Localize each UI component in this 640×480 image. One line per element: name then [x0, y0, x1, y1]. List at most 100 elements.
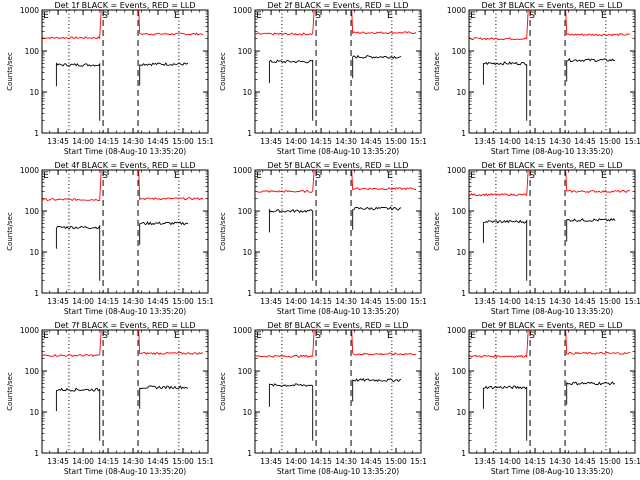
x-tick-label: 14:30 [335, 457, 357, 466]
x-tick-label: 13:45 [474, 297, 496, 306]
plot-frame [254, 9, 422, 134]
events-series-line [55, 387, 101, 441]
y-tick-label: 100 [452, 207, 467, 216]
marker-label-e: E [43, 171, 49, 181]
events-series-line [352, 377, 402, 402]
x-tick-label: 15:00 [172, 297, 194, 306]
x-tick-label: 14:00 [499, 297, 521, 306]
y-tick-label: 10 [456, 88, 466, 97]
x-tick-label: 15:00 [385, 297, 407, 306]
x-axis-label: Start Time (08-Aug-10 13:35:20) [491, 467, 613, 476]
marker-label-s: S [102, 171, 108, 181]
x-tick-label: 14:15 [310, 457, 332, 466]
chart-title: Det 1f BLACK = Events, RED = LLD [54, 1, 195, 10]
marker-label-e: E [470, 11, 476, 21]
lld-series-line [469, 330, 529, 358]
x-tick-label: 14:30 [122, 137, 144, 146]
x-tick-label: 14:30 [335, 297, 357, 306]
x-tick-label: 13:45 [47, 297, 69, 306]
plot-frame [41, 329, 209, 454]
marker-label-s: S [529, 171, 535, 181]
chart-title: Det 2f BLACK = Events, RED = LLD [267, 1, 408, 10]
x-tick-label: 14:45 [574, 137, 596, 146]
lld-series-line [351, 330, 417, 356]
x-tick-label: 14:30 [549, 297, 571, 306]
marker-label-e: E [43, 11, 49, 21]
events-series-line [55, 224, 101, 281]
y-tick-label: 10 [29, 408, 39, 417]
x-tick-label: 14:15 [97, 137, 119, 146]
x-tick-label: 14:45 [360, 457, 382, 466]
lld-series-line [138, 170, 204, 201]
x-tick-label: 13:45 [260, 137, 282, 146]
lld-series-line [565, 10, 631, 37]
x-axis-label: Start Time (08-Aug-10 13:35:20) [491, 307, 613, 316]
x-tick-label: 14:00 [285, 457, 307, 466]
x-tick-label: 15:00 [385, 457, 407, 466]
y-axis-label: Counts/sec [433, 212, 441, 251]
x-tick-label: 14:15 [524, 457, 546, 466]
events-series-line [268, 383, 314, 441]
marker-label-e: E [387, 171, 393, 181]
y-axis-label: Counts/sec [6, 52, 14, 91]
x-tick-label: 15:00 [599, 137, 621, 146]
marker-label-s: S [315, 331, 321, 341]
marker-label-e: E [470, 171, 476, 181]
plot-frame [468, 9, 636, 134]
y-tick-label: 1000 [20, 326, 39, 335]
x-tick-label: 14:45 [574, 297, 596, 306]
x-tick-label: 13:45 [474, 457, 496, 466]
x-tick-label: 13:45 [47, 457, 69, 466]
x-tick-label: 15:15 [624, 457, 640, 466]
x-axis-label: Start Time (08-Aug-10 13:35:20) [64, 307, 186, 316]
x-axis-label: Start Time (08-Aug-10 13:35:20) [277, 467, 399, 476]
x-tick-label: 14:15 [524, 137, 546, 146]
x-axis-label: Start Time (08-Aug-10 13:35:20) [277, 147, 399, 156]
x-tick-label: 15:15 [197, 137, 213, 146]
events-series-line [352, 206, 402, 230]
marker-label-e: E [601, 331, 607, 341]
x-tick-label: 15:00 [385, 137, 407, 146]
x-tick-label: 14:30 [122, 457, 144, 466]
x-tick-label: 14:45 [147, 137, 169, 146]
marker-label-e: E [174, 171, 180, 181]
x-tick-label: 15:00 [599, 457, 621, 466]
x-tick-label: 14:45 [574, 457, 596, 466]
x-tick-label: 14:30 [549, 137, 571, 146]
lld-series-line [351, 170, 417, 191]
lld-series-line [42, 10, 102, 40]
marker-label-e: E [601, 171, 607, 181]
x-tick-label: 15:15 [410, 297, 426, 306]
y-tick-label: 1 [247, 289, 252, 298]
marker-label-e: E [601, 11, 607, 21]
x-tick-label: 15:15 [197, 297, 213, 306]
marker-label-s: S [529, 11, 535, 21]
x-tick-label: 14:00 [72, 137, 94, 146]
y-tick-label: 10 [456, 408, 466, 417]
plot-frame [254, 329, 422, 454]
detector-panel-7: Det 7f BLACK = Events, RED = LLD 1 10 100 10… [6, 321, 213, 476]
events-series-line [566, 217, 616, 242]
x-tick-label: 14:00 [499, 137, 521, 146]
lld-series-line [565, 170, 631, 194]
x-tick-label: 14:30 [335, 137, 357, 146]
y-tick-label: 100 [25, 207, 40, 216]
y-tick-label: 1 [461, 289, 466, 298]
detector-panel-2: Det 2f BLACK = Events, RED = LLD 1 10 100 10… [219, 1, 426, 156]
chart-title: Det 5f BLACK = Events, RED = LLD [267, 161, 408, 170]
lld-series-line [42, 330, 102, 358]
lld-series-line [565, 330, 630, 355]
x-axis-label: Start Time (08-Aug-10 13:35:20) [64, 147, 186, 156]
events-series-line [268, 208, 314, 281]
y-axis-label: Counts/sec [219, 212, 227, 251]
marker-label-e: E [256, 171, 262, 181]
x-tick-label: 14:00 [285, 137, 307, 146]
y-tick-label: 1000 [447, 166, 466, 175]
y-axis-label: Counts/sec [6, 212, 14, 251]
chart-title: Det 4f BLACK = Events, RED = LLD [54, 161, 195, 170]
y-tick-label: 10 [242, 248, 252, 257]
events-series-line [482, 385, 528, 441]
x-tick-label: 15:15 [197, 457, 213, 466]
lld-series-line [469, 10, 529, 41]
y-tick-label: 1 [34, 129, 39, 138]
